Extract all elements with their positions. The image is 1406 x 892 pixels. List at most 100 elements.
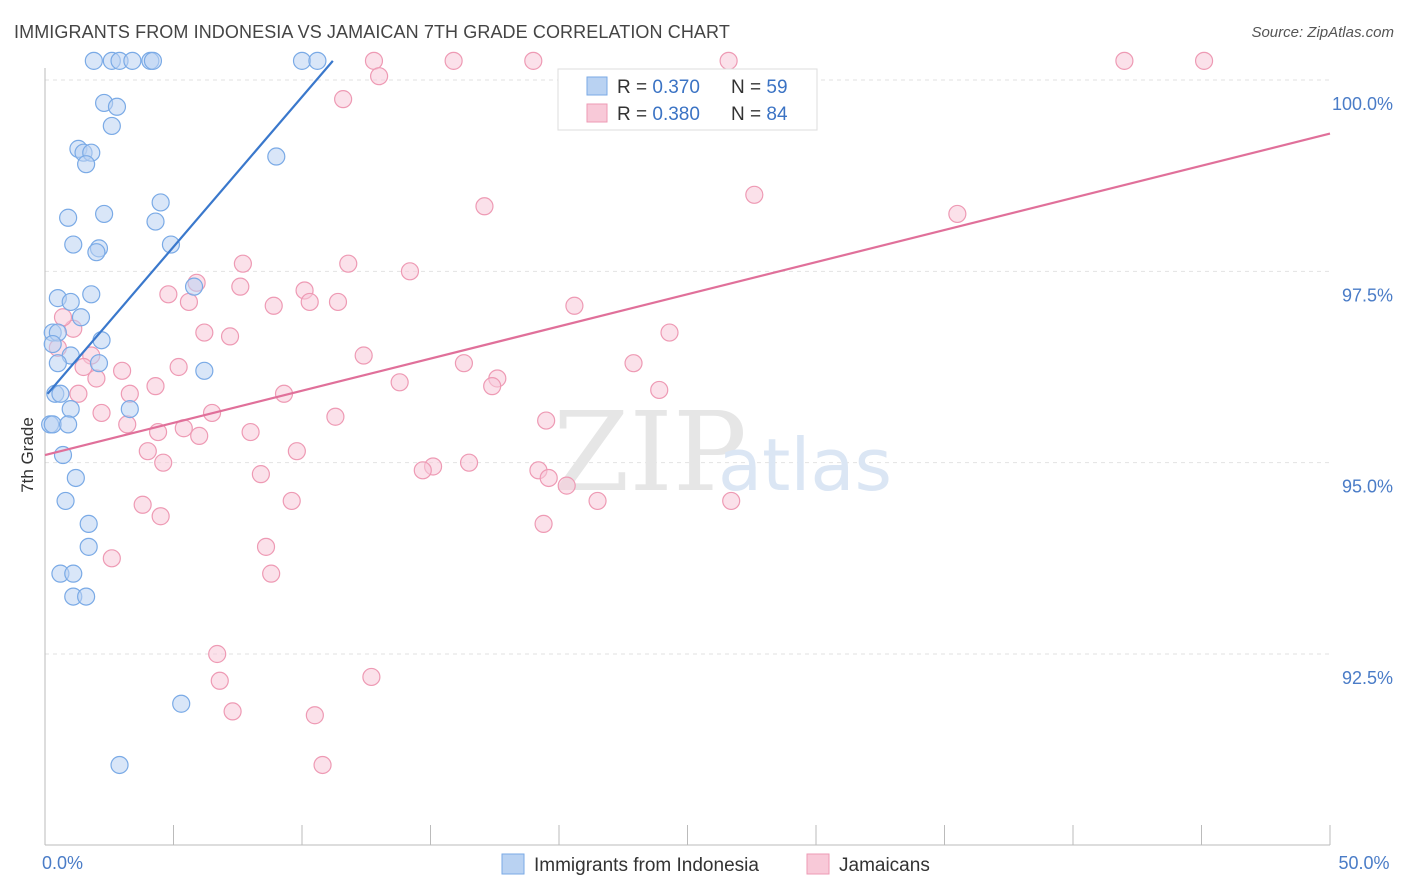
indonesia-point-35 (48, 354, 67, 373)
jamaicans-trend-line (44, 132, 1331, 457)
series-legend-swatch-jamaicans (806, 853, 830, 875)
legend-row2-n: N = 84 (731, 104, 788, 125)
legend-row2-r-value: 0.380 (652, 104, 700, 125)
jamaicans-point-69 (534, 514, 553, 533)
indonesia-point-24 (82, 285, 101, 304)
jamaicans-point-42 (120, 384, 139, 403)
jamaicans-point-7 (334, 90, 353, 109)
jamaicans-point-17 (159, 285, 178, 304)
jamaicans-point-5 (1194, 51, 1214, 70)
legend-row1-n-label: N = (731, 77, 766, 98)
legend-row1-n-value: 59 (766, 77, 787, 98)
y-tick-label-3: 100.0% (1332, 94, 1393, 114)
jamaicans-point-18 (179, 292, 199, 312)
y-tick-label-1: 95.0% (1342, 477, 1393, 497)
legend-row1-r-label: R = (617, 77, 652, 98)
legend-row1-r-value: 0.370 (652, 77, 700, 98)
indonesia-point-21 (161, 235, 181, 254)
jamaicans-point-36 (87, 369, 106, 388)
jamaicans-point-13 (400, 262, 420, 281)
jamaicans-point-27 (660, 323, 679, 342)
jamaicans-point-74 (210, 671, 229, 690)
jamaicans-point-45 (92, 403, 111, 423)
tick-labels: 92.5% 95.0% 97.5% 100.0% 0.0% 50.0% (42, 94, 1393, 873)
jamaicans-point-32 (112, 361, 132, 380)
indonesia-point-17 (95, 204, 114, 224)
jamaicans-point-61 (539, 468, 558, 488)
trend-lines (44, 60, 1331, 457)
jamaicans-point-66 (588, 491, 607, 511)
jamaicans-point-21 (264, 296, 283, 315)
x-tick-label-1: 50.0% (1338, 853, 1389, 873)
jamaicans-point-53 (190, 426, 209, 445)
series-legend-label-jamaicans: Jamaicans (839, 855, 930, 876)
legend-swatch-indonesia (586, 76, 608, 96)
y-tick-label-2: 97.5% (1342, 285, 1393, 305)
indonesia-point-31 (92, 331, 111, 350)
jamaicans-point-78 (313, 755, 332, 775)
jamaicans-point-54 (138, 442, 157, 461)
jamaicans-point-34 (454, 354, 474, 373)
jamaicans-point-25 (195, 323, 214, 342)
jamaicans-point-56 (154, 453, 173, 472)
indonesia-point-20 (64, 235, 83, 254)
indonesia-point-52 (77, 587, 96, 606)
jamaicans-point-24 (53, 308, 73, 327)
jamaicans-point-15 (231, 277, 250, 296)
source-label: Source: ZipAtlas.com (1251, 24, 1394, 41)
jamaicans-point-26 (220, 327, 240, 346)
legend-swatch-jamaicans (586, 103, 608, 123)
indonesia-point-28 (71, 308, 91, 327)
jamaicans-point-77 (305, 706, 324, 725)
legend-row2-r-label: R = (617, 104, 652, 125)
indonesia-point-16 (151, 193, 170, 212)
indonesia-point-47 (79, 514, 98, 533)
jamaicans-point-55 (287, 442, 306, 461)
indonesia-point-0 (84, 51, 103, 70)
indonesia-point-23 (87, 243, 106, 262)
jamaicans-point-59 (413, 461, 432, 480)
indonesia-point-15 (267, 147, 286, 166)
indonesia-point-27 (61, 292, 80, 312)
jamaicans-point-41 (69, 384, 88, 403)
watermark-atlas: atlas (718, 423, 892, 507)
indonesia-point-6 (292, 51, 312, 70)
indonesia-point-48 (79, 537, 98, 556)
jamaicans-point-48 (118, 415, 137, 434)
jamaicans-point-70 (256, 537, 276, 556)
data-points (41, 51, 1214, 775)
indonesia-point-40 (61, 399, 80, 419)
jamaicans-point-67 (722, 491, 741, 511)
indonesia-point-38 (51, 384, 70, 403)
jamaicans-point-47 (326, 407, 345, 426)
watermark-zip: ZIP (553, 388, 747, 516)
jamaicans-point-64 (133, 495, 152, 514)
indonesia-point-7 (308, 51, 327, 70)
jamaicans-point-0 (364, 51, 384, 70)
jamaicans-point-52 (241, 422, 260, 442)
indonesia-point-9 (107, 97, 127, 116)
stats-legend: R = 0.370 N = 59 R = 0.380 N = 84 (557, 68, 818, 131)
series-legend-swatch-indonesia (501, 853, 525, 875)
jamaicans-point-40 (483, 377, 502, 396)
jamaicans-point-3 (719, 51, 738, 70)
jamaicans-point-65 (282, 491, 301, 511)
jamaicans-point-57 (459, 453, 479, 472)
jamaicans-point-11 (233, 254, 252, 273)
jamaicans-point-22 (565, 296, 584, 315)
legend-row1-n: N = 59 (731, 77, 788, 98)
indonesia-point-10 (102, 116, 121, 136)
jamaicans-point-1 (444, 51, 463, 70)
jamaicans-point-73 (208, 644, 227, 664)
jamaicans-point-4 (1115, 51, 1134, 70)
indonesia-point-45 (66, 468, 85, 488)
indonesia-point-50 (64, 564, 83, 583)
y-axis-title: 7th Grade (18, 417, 37, 493)
indonesia-point-42 (43, 415, 62, 434)
indonesia-point-25 (184, 277, 204, 296)
indonesia-point-54 (110, 755, 129, 775)
indonesia-point-46 (56, 491, 75, 511)
jamaicans-point-33 (169, 357, 188, 377)
jamaicans-point-49 (537, 411, 556, 430)
indonesia-point-18 (59, 208, 78, 227)
